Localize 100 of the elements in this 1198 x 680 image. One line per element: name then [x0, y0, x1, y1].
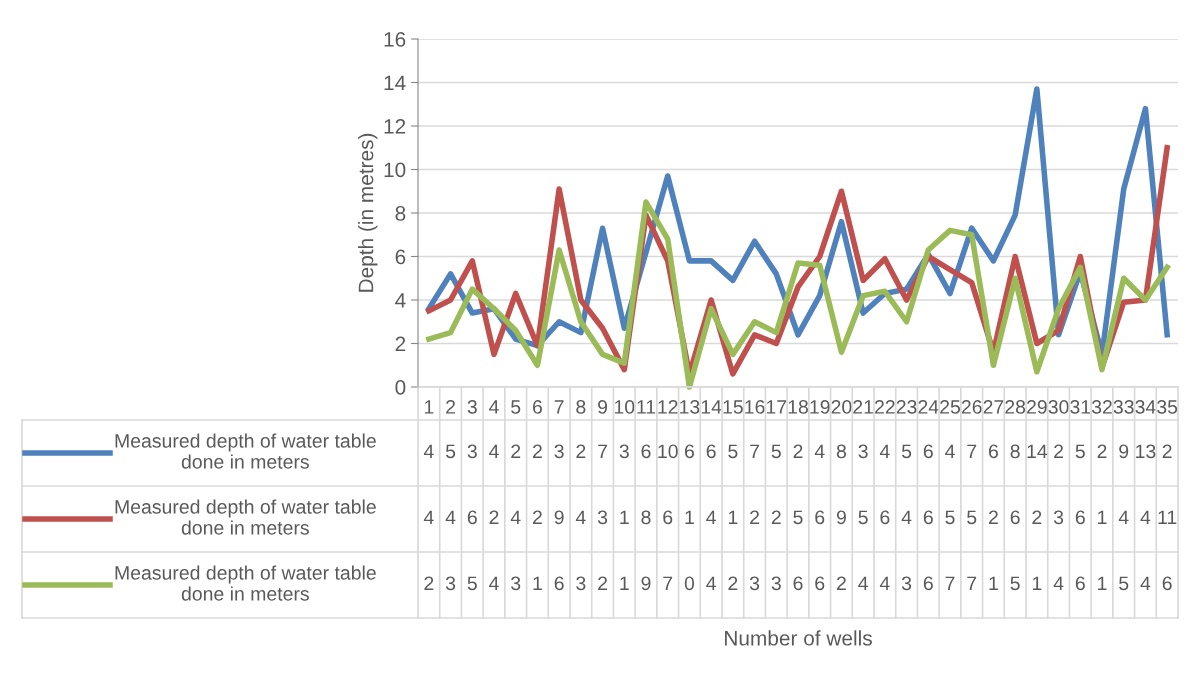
data-label: 2: [837, 576, 846, 591]
y-tick-label: 8: [395, 206, 406, 221]
data-label: 4: [858, 576, 868, 591]
data-label: 8: [641, 510, 651, 525]
data-label: 6: [880, 510, 890, 525]
data-label: 4: [1140, 576, 1151, 591]
data-label: 3: [858, 444, 868, 459]
x-tick-label: 19: [810, 400, 830, 414]
x-tick-label: 14: [701, 400, 722, 414]
x-tick-label: 28: [1005, 400, 1026, 414]
data-label: 5: [945, 510, 955, 525]
data-label: 3: [901, 576, 912, 591]
x-tick-label: 7: [554, 400, 564, 414]
data-label: 3: [597, 510, 608, 525]
x-tick-label: 2: [446, 400, 455, 414]
data-label: 6: [989, 444, 998, 459]
data-label: 2: [1097, 444, 1107, 459]
data-label: 9: [836, 510, 846, 525]
x-tick-label: 23: [896, 400, 917, 414]
data-label: 1: [620, 576, 629, 591]
data-label: 2: [728, 576, 738, 591]
x-tick-label: 17: [766, 400, 787, 414]
x-tick-label: 34: [1135, 400, 1156, 414]
data-label: 4: [1140, 510, 1151, 525]
data-label: 4: [489, 444, 499, 459]
legend-label: Measured depth of water table done in meters: [115, 499, 376, 535]
x-tick-label: 5: [511, 400, 521, 414]
data-label: 5: [1119, 576, 1129, 591]
data-label: 6: [1162, 576, 1172, 591]
data-label: 4: [575, 510, 586, 525]
data-label: 4: [423, 510, 434, 525]
x-tick-label: 3: [467, 400, 477, 414]
x-tick-label: 13: [680, 400, 700, 414]
data-label: 4: [489, 576, 499, 591]
data-label: 4: [814, 444, 825, 459]
data-label: 9: [1119, 444, 1129, 459]
data-label: 6: [923, 444, 933, 459]
data-label: 4: [706, 576, 716, 591]
data-label: 7: [663, 576, 673, 591]
data-label: 1: [685, 510, 694, 525]
data-label: 6: [685, 444, 694, 459]
data-label: 2: [598, 576, 607, 591]
legend-label: Measured depth of water table done in meters: [115, 565, 376, 601]
x-tick-label: 16: [745, 400, 765, 414]
x-tick-label: 8: [576, 400, 586, 414]
legend-label: Measured depth of water table done in meters: [115, 433, 376, 469]
y-axis-title: Depth (in metres): [358, 133, 378, 292]
data-label: 2: [771, 510, 781, 525]
data-label: 6: [923, 510, 933, 525]
data-label: 5: [793, 510, 803, 525]
y-tick-label: 4: [395, 293, 406, 308]
data-label: 2: [1162, 444, 1172, 459]
data-label: 4: [445, 510, 456, 525]
data-label: 6: [815, 576, 825, 591]
y-tick-label: 2: [395, 336, 406, 352]
x-tick-label: 35: [1157, 400, 1178, 414]
data-label: 2: [533, 510, 542, 525]
data-label: 2: [424, 576, 434, 591]
data-label: 7: [598, 444, 607, 459]
x-tick-label: 29: [1027, 400, 1047, 414]
x-tick-label: 18: [788, 400, 808, 414]
data-label: 3: [1053, 510, 1064, 525]
data-label: 5: [967, 510, 977, 525]
data-label: 8: [836, 444, 846, 459]
data-label: 2: [533, 444, 542, 459]
data-label: 4: [901, 510, 912, 525]
x-tick-label: 33: [1113, 400, 1134, 414]
data-label: 6: [467, 510, 477, 525]
y-tick-label: 12: [384, 119, 406, 134]
data-label: 3: [554, 444, 564, 459]
x-tick-label: 6: [533, 400, 542, 414]
data-label: 3: [445, 576, 456, 591]
data-label: 6: [706, 444, 716, 459]
data-label: 6: [554, 576, 564, 591]
data-label: 5: [445, 444, 456, 459]
data-label: 2: [750, 510, 759, 525]
data-label: 8: [1010, 444, 1020, 459]
x-tick-label: 1: [424, 400, 434, 414]
data-label: 4: [879, 444, 890, 459]
data-label: 4: [423, 444, 434, 459]
x-tick-label: 30: [1048, 400, 1069, 414]
data-label: 5: [901, 444, 912, 459]
data-label: 4: [706, 510, 716, 525]
data-label: 9: [554, 510, 564, 525]
data-label: 6: [663, 510, 673, 525]
data-label: 14: [1027, 444, 1048, 459]
data-label: 7: [945, 576, 955, 591]
data-label: 3: [467, 444, 477, 459]
x-tick-label: 20: [831, 400, 852, 414]
data-label: 5: [858, 510, 868, 525]
data-label: 4: [1118, 510, 1129, 525]
data-label: 7: [967, 576, 977, 591]
x-tick-label: 22: [875, 400, 895, 414]
data-label: 2: [1054, 444, 1063, 459]
data-label: 1: [533, 576, 542, 591]
data-label: 6: [1075, 576, 1085, 591]
data-label: 7: [750, 444, 759, 459]
data-label: 5: [771, 444, 781, 459]
data-label: 5: [1075, 444, 1085, 459]
data-label: 5: [467, 576, 477, 591]
